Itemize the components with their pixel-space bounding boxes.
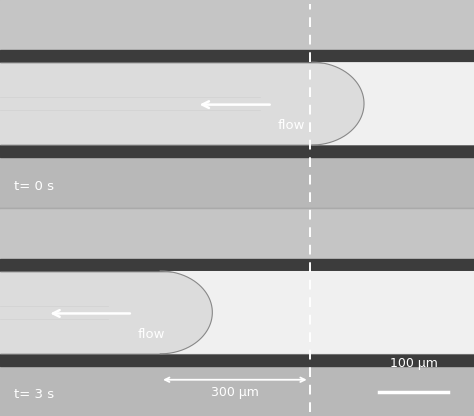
Bar bbox=[0, 259, 474, 271]
Text: flow: flow bbox=[137, 328, 165, 341]
Text: flow: flow bbox=[277, 119, 305, 132]
Bar bbox=[0, 271, 474, 354]
Bar bbox=[0, 50, 474, 62]
Bar bbox=[0, 0, 474, 50]
Text: 300 μm: 300 μm bbox=[211, 386, 259, 399]
Bar bbox=[0, 354, 474, 366]
Text: t= 3 s: t= 3 s bbox=[14, 389, 55, 401]
Bar bbox=[0, 62, 474, 145]
Polygon shape bbox=[160, 271, 474, 354]
Text: t= 0 s: t= 0 s bbox=[14, 180, 54, 193]
Polygon shape bbox=[312, 62, 474, 145]
Bar bbox=[0, 145, 474, 157]
Bar bbox=[0, 157, 474, 207]
Bar bbox=[0, 209, 474, 259]
Text: 100 μm: 100 μm bbox=[390, 357, 438, 370]
Bar bbox=[0, 366, 474, 416]
